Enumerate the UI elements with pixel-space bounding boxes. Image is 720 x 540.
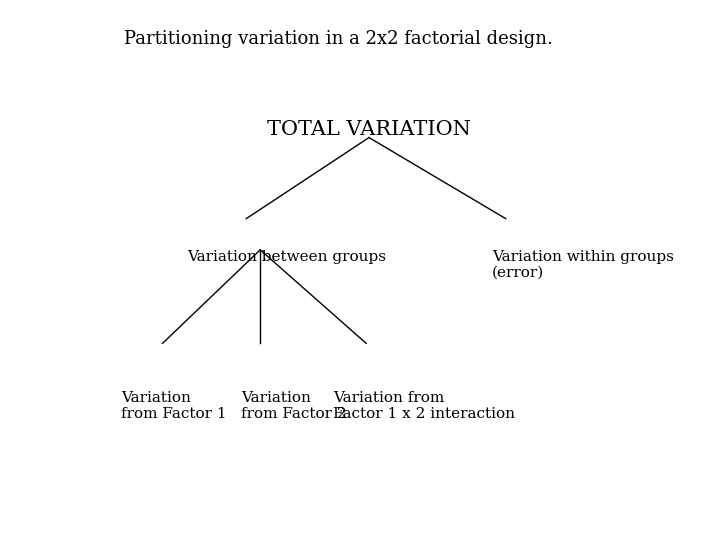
Text: Variation between groups: Variation between groups (188, 250, 387, 264)
Text: Variation from
Factor 1 x 2 interaction: Variation from Factor 1 x 2 interaction (333, 391, 515, 421)
Text: Variation
from Factor 2: Variation from Factor 2 (240, 391, 346, 421)
Text: Partitioning variation in a 2x2 factorial design.: Partitioning variation in a 2x2 factoria… (124, 30, 553, 48)
Text: Variation within groups
(error): Variation within groups (error) (492, 250, 674, 280)
Text: Variation
from Factor 1: Variation from Factor 1 (121, 391, 226, 421)
Text: TOTAL VARIATION: TOTAL VARIATION (267, 120, 471, 139)
